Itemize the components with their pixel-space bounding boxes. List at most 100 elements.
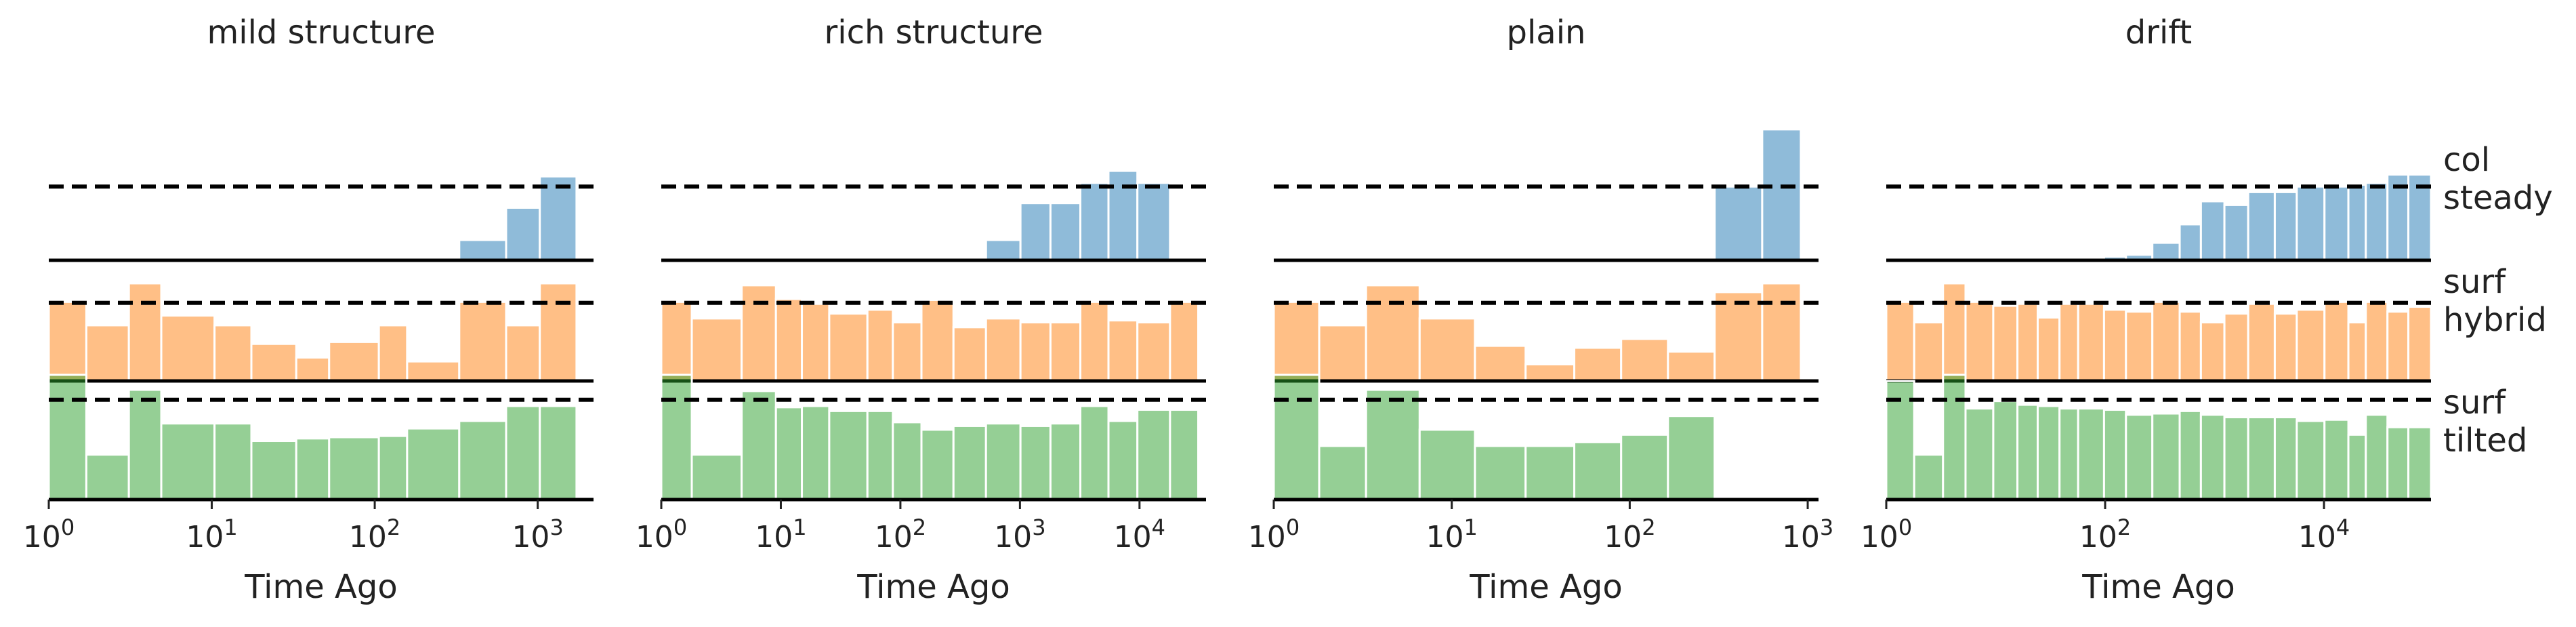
histogram-bar [539, 405, 578, 501]
histogram-bar [801, 302, 831, 382]
histogram-bar [2178, 409, 2202, 501]
histogram-bar [160, 422, 216, 501]
histogram-bar [892, 321, 923, 382]
histogram-bar [2247, 190, 2276, 262]
histogram-bar [2102, 409, 2127, 501]
histogram-bar [1713, 291, 1764, 382]
chart-panel-1: mild structure 100 101 102 103 Time Ago [23, 14, 594, 606]
histogram-bar [892, 421, 923, 501]
series-surf-hybrid [1885, 282, 2432, 382]
histogram-bar [1019, 202, 1052, 262]
histogram-bar [328, 436, 380, 501]
histogram-bar [866, 409, 894, 501]
histogram-bar [1964, 300, 1995, 382]
histogram-bar [2151, 412, 2181, 501]
histogram-bar [295, 437, 331, 501]
histogram-bar [2223, 203, 2249, 262]
histogram-bar [377, 324, 409, 382]
histogram-bar [2178, 223, 2202, 262]
histogram-bar [127, 282, 163, 382]
row-label-bottom: hybrid [2443, 301, 2547, 339]
series-col-steady [458, 175, 578, 262]
histogram-bar [1713, 185, 1764, 262]
histogram-bar [2037, 316, 2061, 382]
x-tick-label: 103 [994, 514, 1045, 554]
histogram-bar [920, 298, 955, 382]
histogram-bar [774, 406, 804, 501]
histogram-bar [1136, 321, 1171, 382]
x-axis-label: Time Ago [856, 568, 1010, 606]
histogram-bar [2102, 308, 2127, 382]
panel-title: drift [2125, 14, 2192, 52]
histogram-bar [1049, 202, 1082, 262]
histogram-bar [2125, 310, 2154, 382]
histogram-bar [377, 434, 409, 501]
histogram-bar [406, 360, 461, 382]
histogram-bar [2295, 420, 2326, 501]
chart-panel-4: drift 100 102 104 Time Ago [1861, 14, 2432, 606]
histogram-bar [2365, 300, 2389, 382]
x-tick-label: 103 [1782, 514, 1833, 554]
histogram-bar [2273, 190, 2298, 262]
histogram-bar [2365, 413, 2389, 501]
histogram-bar [1620, 433, 1669, 501]
histogram-bar [1913, 453, 1945, 501]
histogram-bar [2386, 426, 2410, 501]
histogram-bar [328, 340, 380, 382]
histogram-bar [539, 175, 578, 262]
series-col-steady [1713, 128, 1802, 262]
histogram-bar [1365, 388, 1421, 501]
x-tick-label: 102 [875, 514, 926, 554]
histogram-bar [2223, 312, 2249, 382]
histogram-bar [1079, 405, 1110, 501]
series-surf-tilted [660, 373, 1200, 501]
x-tick-label: 100 [636, 514, 687, 554]
histogram-bar [2347, 321, 2367, 382]
histogram-bar [690, 317, 743, 382]
chart-panel-2: rich structure 100 101 102 103 104 Time Ago [636, 14, 1206, 606]
histogram-bar [2347, 433, 2367, 501]
histogram-bar [2016, 403, 2039, 501]
histogram-bar [2151, 241, 2181, 262]
histogram-bar [127, 388, 163, 501]
histogram-bar [458, 239, 507, 262]
histogram-bar [250, 440, 297, 501]
histogram-bar [2295, 185, 2326, 262]
histogram-bar [2386, 310, 2410, 382]
histogram-bar [1019, 321, 1052, 382]
histogram-bar [2407, 174, 2432, 262]
histogram-bar [920, 428, 955, 501]
series-surf-hybrid [47, 282, 578, 382]
row-label-bottom: tilted [2443, 422, 2527, 460]
histogram-bar [1169, 300, 1200, 382]
histogram-bar [1107, 169, 1139, 262]
histogram-bar [505, 405, 541, 501]
histogram-bar [406, 427, 461, 501]
histogram-bar [952, 424, 987, 501]
histogram-bar [1136, 182, 1171, 262]
row-label-top: col [2443, 141, 2490, 179]
histogram-bar [1913, 321, 1945, 382]
histogram-bar [539, 282, 578, 382]
histogram-bar [984, 422, 1022, 501]
histogram-bar [801, 405, 831, 501]
histogram-bar [1365, 284, 1421, 382]
histogram-bar [2058, 407, 2079, 501]
histogram-bar [458, 420, 507, 501]
histogram-bar [828, 409, 869, 501]
histogram-bar [1079, 300, 1110, 382]
histogram-bar [1620, 338, 1669, 382]
histogram-bar [1667, 415, 1716, 501]
histogram-bar [160, 315, 216, 382]
series-surf-hybrid [660, 284, 1200, 382]
histogram-bar [2016, 302, 2039, 382]
histogram-bar [1524, 445, 1576, 501]
histogram-bar [2295, 308, 2326, 382]
histogram-bar [85, 324, 130, 382]
chart-panel-3: plain 100 101 102 103 Time Ago [1248, 14, 1833, 606]
series-surf-tilted [1885, 373, 2432, 501]
histogram-bar [1107, 420, 1139, 501]
histogram-bar [2125, 413, 2154, 501]
